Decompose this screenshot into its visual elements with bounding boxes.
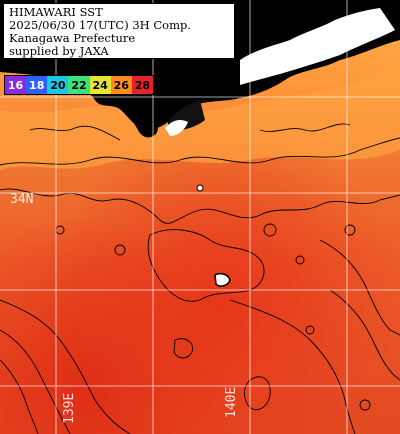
island-small — [196, 184, 204, 192]
colorbar-cell-24: 24 — [89, 76, 111, 94]
contour-line — [319, 239, 400, 336]
info-title: HIMAWARI SST — [9, 5, 103, 19]
no-data-region — [240, 8, 395, 85]
contour-blob — [295, 255, 305, 265]
contour-line — [0, 137, 400, 166]
island-oshima — [214, 272, 231, 287]
lat-label-34n: 34N — [10, 192, 34, 207]
contour-line — [0, 359, 39, 434]
colorbar-cell-22: 22 — [68, 76, 90, 94]
colorbar-cell-18: 18 — [26, 76, 48, 94]
lon-label-140e: 140E — [224, 386, 239, 418]
contour-line — [29, 125, 121, 141]
info-datetime: 2025/06/30 17(UTC) 3H Comp. — [9, 18, 192, 32]
map-info-box: HIMAWARI SST 2025/06/30 17(UTC) 3H Comp.… — [3, 3, 235, 59]
info-region: Kanagawa Prefecture — [9, 31, 136, 45]
info-source: supplied by JAXA — [9, 44, 109, 58]
contour-blob — [305, 325, 315, 335]
contour-blob — [114, 244, 126, 256]
sst-contours — [0, 123, 400, 434]
contour-line — [0, 299, 131, 434]
lon-label-139e: 139E — [62, 392, 77, 424]
contour-line — [0, 329, 71, 434]
contour-blob — [359, 399, 371, 411]
colorbar-cell-20: 20 — [47, 76, 69, 94]
contour-line — [0, 188, 400, 224]
contour-blob — [344, 224, 356, 236]
contour-line — [229, 299, 356, 434]
contour-blob — [263, 223, 277, 237]
no-data-region-2 — [165, 120, 188, 136]
contour-line — [173, 338, 193, 359]
colorbar-cell-16: 16 — [5, 76, 27, 94]
contour-line — [329, 289, 400, 381]
contour-line — [259, 123, 351, 132]
colorbar-cell-26: 26 — [110, 76, 132, 94]
sst-colorbar: 16 18 20 22 24 26 28 — [4, 75, 154, 95]
colorbar-cell-28: 28 — [131, 76, 153, 94]
land-peninsula — [120, 104, 159, 138]
contour-line — [243, 376, 271, 411]
